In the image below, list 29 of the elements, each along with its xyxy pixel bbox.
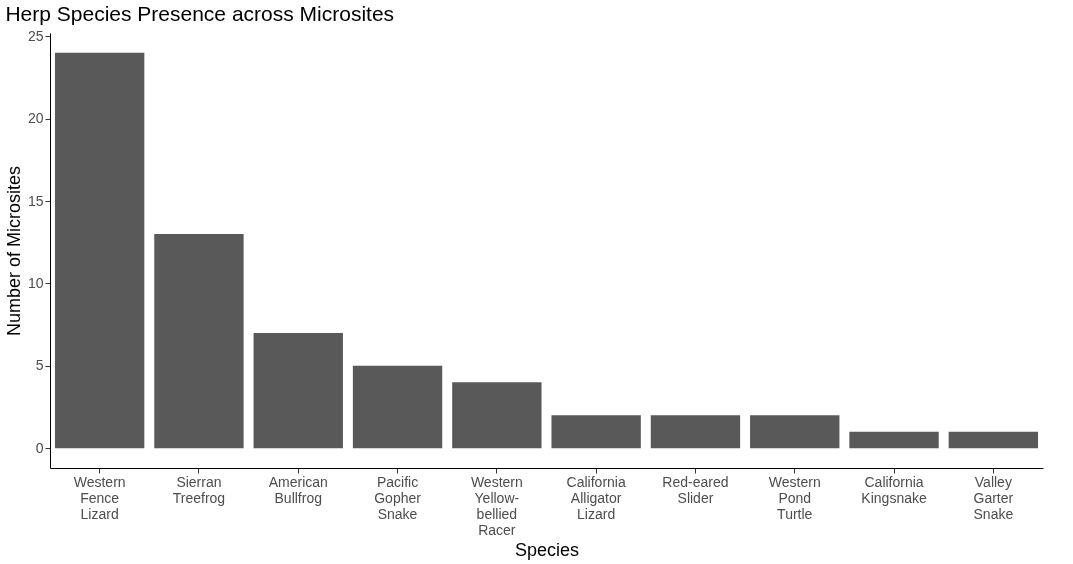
bar bbox=[750, 415, 840, 449]
y-tick-label: 25 bbox=[27, 27, 44, 44]
bar bbox=[650, 415, 741, 449]
bar bbox=[452, 382, 542, 449]
bar bbox=[849, 431, 939, 449]
x-tick-label: Pacific Gopher Snake bbox=[374, 473, 422, 522]
bar bbox=[352, 365, 443, 449]
x-tick-label: American Bullfrog bbox=[268, 473, 328, 506]
x-tick-label: Western Fence Lizard bbox=[73, 473, 126, 522]
x-tick-label: Valley Garter Snake bbox=[973, 473, 1014, 522]
x-axis-title: Species bbox=[514, 539, 580, 560]
y-tick-label: 15 bbox=[27, 192, 44, 209]
bar bbox=[154, 234, 244, 449]
bar bbox=[551, 415, 641, 449]
bar bbox=[948, 431, 1039, 449]
x-tick-label: Sierran Treefrog bbox=[172, 473, 226, 506]
y-tick-label: 5 bbox=[35, 357, 44, 374]
y-tick-label: 0 bbox=[35, 439, 44, 456]
x-tick-label: Western Pond Turtle bbox=[768, 473, 821, 522]
x-tick-label: Red-eared Slider bbox=[662, 473, 729, 506]
bar bbox=[253, 332, 343, 449]
x-tick-label: Western Yellow- bellied Racer bbox=[470, 473, 523, 538]
x-tick-label: California Kingsnake bbox=[861, 473, 927, 506]
y-tick-label: 20 bbox=[27, 110, 44, 127]
x-tick-label: California Alligator Lizard bbox=[566, 473, 626, 522]
y-tick-label: 10 bbox=[27, 274, 44, 291]
bar bbox=[54, 52, 145, 449]
y-axis-title: Number of Microsites bbox=[3, 165, 24, 337]
chart-title: Herp Species Presence across Microsites bbox=[5, 2, 395, 26]
